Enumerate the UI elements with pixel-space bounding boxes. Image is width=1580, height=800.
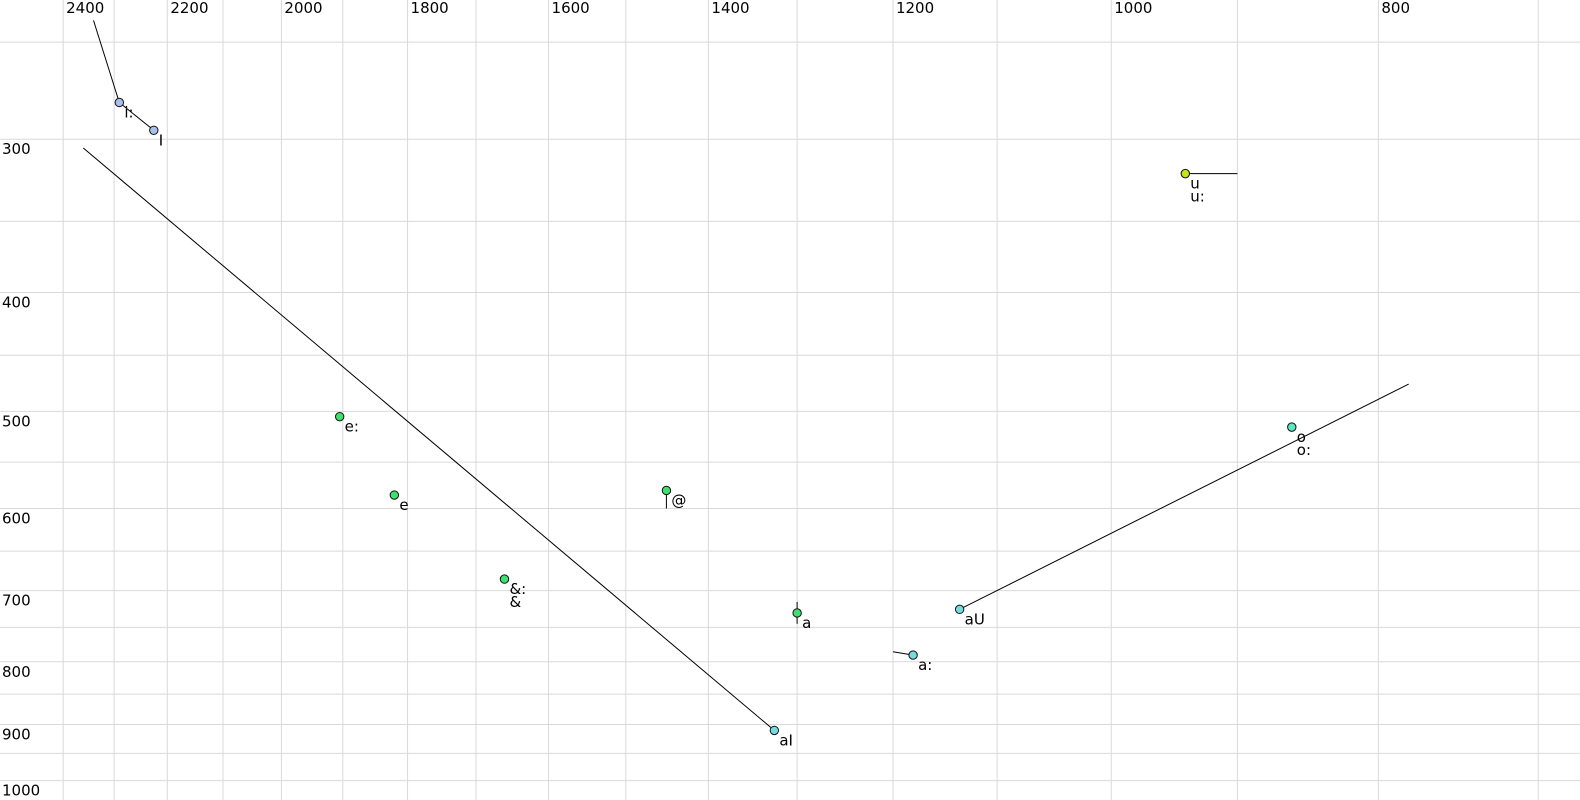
point-dot-aU: [954, 604, 965, 615]
point-dot-a: [792, 608, 802, 618]
x-tick-label: 1800: [411, 0, 449, 17]
point-dot-a:: [908, 650, 918, 660]
point-label-e: e: [399, 496, 408, 514]
x-tick-label: 800: [1381, 0, 1410, 17]
point-label-i:: i:: [124, 103, 133, 121]
point-label-aU: aU: [965, 610, 985, 628]
point-label-a:: a:: [918, 656, 932, 674]
point-label-&: &: [509, 593, 521, 611]
point-dot-&:: [499, 574, 510, 584]
point-dot-aI: [769, 725, 780, 736]
point-dot-i:: [114, 97, 125, 108]
point-label-e:: e:: [345, 418, 359, 436]
y-tick-label: 400: [2, 293, 31, 311]
point-dot-o: [1287, 422, 1297, 432]
point-label-@: @: [671, 491, 686, 509]
point-dot-e:: [334, 411, 345, 422]
trajectory-i:: [93, 20, 120, 103]
x-tick-label: 2000: [284, 0, 322, 17]
trajectory-I: [118, 102, 155, 131]
y-tick-label: 300: [2, 140, 31, 158]
y-tick-label: 900: [2, 726, 31, 744]
x-tick-label: 1600: [552, 0, 590, 17]
y-tick-label: 800: [2, 663, 31, 681]
x-tick-label: 1000: [1114, 0, 1152, 17]
y-tick-label: 700: [2, 592, 31, 610]
y-tick-label: 1000: [2, 782, 40, 800]
point-label-&:: &:: [509, 580, 526, 598]
point-label-o: o: [1297, 428, 1306, 446]
point-label-I: I: [159, 131, 163, 149]
point-dot-@: [661, 485, 672, 496]
x-tick-label: 2200: [170, 0, 208, 17]
point-dot-I: [149, 125, 159, 135]
point-label-o:: o:: [1297, 441, 1311, 459]
point-label-aI: aI: [779, 731, 793, 749]
trajectory-aI: [82, 147, 775, 731]
trajectory-aU: [959, 383, 1409, 610]
x-tick-label: 2400: [66, 0, 104, 17]
point-dot-e: [389, 490, 400, 500]
point-label-a: a: [802, 614, 811, 632]
y-tick-label: 500: [2, 412, 31, 430]
y-tick-label: 600: [2, 510, 31, 528]
point-label-u:: u:: [1190, 188, 1205, 206]
point-label-u: u: [1190, 175, 1200, 193]
point-dot-u: [1180, 168, 1191, 179]
x-tick-label: 1400: [711, 0, 749, 17]
x-tick-label: 1200: [896, 0, 934, 17]
